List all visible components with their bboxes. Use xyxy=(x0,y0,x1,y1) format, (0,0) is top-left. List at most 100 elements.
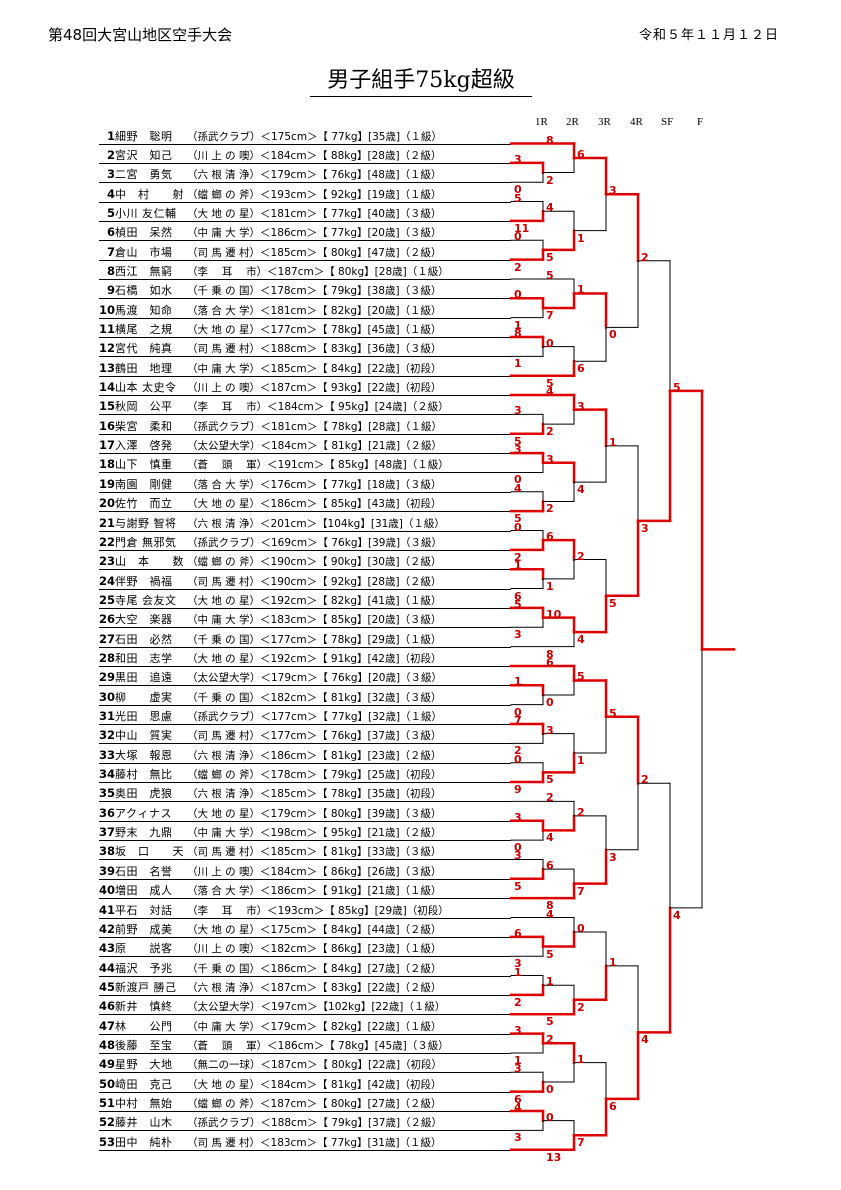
player-row: 17入澤 啓発 （太公望大学）＜184cm＞【 81kg】[21歳]（２級） xyxy=(99,436,511,455)
player-row: 35奥田 虎狼 （六 根 清 浄）＜185cm＞【 78kg】[35歳]（初段） xyxy=(99,784,511,803)
player-name: 田中 純朴 xyxy=(115,1135,173,1149)
player-row: 31光田 思慮 （孫武クラブ）＜177cm＞【 77kg】[32歳]（１級） xyxy=(99,707,511,725)
player-info: （川 上 の 噢）＜182cm＞【 86kg】[23歳]（１級） xyxy=(187,943,442,956)
player-number: 39 xyxy=(99,863,116,878)
match-score: 6 xyxy=(577,362,585,376)
player-info: （蟷 螂 の 斧）＜193cm＞【 92kg】[19歳]（１級） xyxy=(187,188,442,201)
player-number: 46 xyxy=(99,999,116,1014)
match-score: 6 xyxy=(546,530,554,544)
player-number: 8 xyxy=(106,263,115,278)
player-number: 9 xyxy=(106,283,115,298)
match-score: 0 xyxy=(514,473,522,487)
player-name: 佐竹 而立 xyxy=(115,497,173,511)
match-score: 1 xyxy=(514,675,522,689)
player-name: 新渡戸 勝己 xyxy=(115,980,177,994)
player-number: 51 xyxy=(99,1096,116,1110)
match-score: 5 xyxy=(514,512,522,526)
round-header-f: F xyxy=(697,116,704,128)
player-number: 27 xyxy=(99,631,116,646)
player-name: 西江 無窮 xyxy=(115,264,173,278)
match-score: 1 xyxy=(514,1053,522,1067)
match-score: 5 xyxy=(546,250,554,264)
player-name: 和田 志学 xyxy=(115,651,173,665)
match-score: 4 xyxy=(514,481,522,495)
page-title: 男子組手75kg超級 xyxy=(310,62,532,97)
match-score: 1 xyxy=(577,231,585,245)
player-name: 新井 慎終 xyxy=(115,1000,173,1014)
player-row: 20佐竹 而立 （大 地 の 星）＜186cm＞【 85kg】[43歳]（初段） xyxy=(99,494,511,513)
player-name: 石田 必然 xyxy=(115,632,173,646)
player-info: （蟷 螂 の 斧）＜178cm＞【 79kg】[25歳]（初段） xyxy=(187,769,442,782)
player-number: 19 xyxy=(99,476,116,491)
match-score: 2 xyxy=(546,173,554,187)
player-row: 48後藤 至宝 （蒼 頭 軍）＜186cm＞【 78kg】[45歳]（３級） xyxy=(99,1036,511,1054)
player-number: 34 xyxy=(99,767,116,782)
player-row: 15秋岡 公平 （李 耳 市）＜184cm＞【 95kg】[24歳]（２級） xyxy=(99,397,511,416)
player-row: 5小川 友仁輔 （大 地 の 星）＜181cm＞【 77kg】[40歳]（３級） xyxy=(99,204,511,222)
player-number: 23 xyxy=(99,554,116,569)
player-number: 15 xyxy=(99,399,116,414)
player-name: 黒田 追遠 xyxy=(115,671,173,685)
player-info: （千 乗 の 国）＜177cm＞【 78kg】[29歳]（１級） xyxy=(187,633,442,646)
player-number: 53 xyxy=(99,1134,116,1149)
player-name: 小川 友仁輔 xyxy=(115,206,177,220)
match-score: 2 xyxy=(514,995,522,1009)
player-number: 36 xyxy=(99,805,116,820)
match-score: 6 xyxy=(546,859,554,873)
player-info: （蟷 螂 の 斧）＜190cm＞【 90kg】[30歳]（２級） xyxy=(187,556,442,569)
player-row: 38坂 口 天（司 馬 遷 村）＜185cm＞【 81kg】[33歳]（３級） xyxy=(99,842,511,861)
player-info: （千 乗 の 国）＜186cm＞【 84kg】[27歳]（２級） xyxy=(187,962,442,975)
player-info: （司 馬 遷 村）＜188cm＞【 83kg】[36歳]（３級） xyxy=(187,343,442,356)
match-score: 1 xyxy=(577,283,585,297)
player-row: 41平石 対話 （李 耳 市）＜193cm＞【 85kg】[29歳]（初段） xyxy=(99,901,511,919)
player-row: 13鶴田 地理 （中 庸 大 学）＜185cm＞【 84kg】[22歳]（初段） xyxy=(99,359,511,377)
player-info: （司 馬 遷 村）＜183cm＞【 77kg】[31歳]（１級） xyxy=(187,1136,442,1149)
player-row: 52藤井 山木 （孫武クラブ）＜188cm＞【 79kg】[37歳]（２級） xyxy=(99,1113,511,1132)
player-info: （蒼 頭 軍）＜186cm＞【 78kg】[45歳]（３級） xyxy=(187,1039,449,1052)
player-name: 石田 名誉 xyxy=(115,864,173,878)
player-row: 3二宮 勇気 （六 根 清 浄）＜179cm＞【 76kg】[48歳]（１級） xyxy=(99,165,511,184)
player-info: （大 地 の 星）＜177cm＞【 78kg】[45歳]（１級） xyxy=(187,324,442,336)
player-name: 中 村 射 xyxy=(115,187,184,201)
player-row: 8西江 無窮 （李 耳 市）＜187cm＞【 80kg】[28歳]（１級） xyxy=(99,262,511,280)
player-number: 7 xyxy=(106,244,115,259)
match-score: 5 xyxy=(546,947,554,961)
player-info: （千 乗 の 国）＜178cm＞【 79kg】[38歳]（３級） xyxy=(187,285,442,298)
match-score: 1 xyxy=(577,754,585,768)
player-name: 石橋 如水 xyxy=(115,284,173,298)
match-score: 0 xyxy=(546,1110,554,1124)
player-number: 50 xyxy=(99,1076,116,1091)
match-score: 3 xyxy=(546,452,554,466)
player-number: 25 xyxy=(99,592,116,607)
player-row: 46新井 慎終 （太公望大学）＜197cm＞【102kg】[22歳]（１級） xyxy=(99,997,511,1016)
player-row: 6楨田 呆然 （中 庸 大 学）＜186cm＞【 77kg】[20歳]（３級） xyxy=(99,223,511,242)
player-number: 12 xyxy=(99,341,116,356)
player-number: 44 xyxy=(99,960,116,975)
match-score: 2 xyxy=(546,1033,554,1047)
match-score: 0 xyxy=(546,336,554,350)
player-row: 50﨑田 克己 （大 地 の 星）＜184cm＞【 81kg】[42歳]（初段） xyxy=(99,1075,511,1093)
match-score: 3 xyxy=(609,184,617,198)
player-name: 林 公門 xyxy=(115,1019,173,1033)
player-name: 野末 九鼎 xyxy=(115,826,173,840)
match-score: 0 xyxy=(577,922,585,935)
match-score: 0 xyxy=(514,520,522,534)
player-row: 4中 村 射（蟷 螂 の 斧）＜193cm＞【 92kg】[19歳]（１級） xyxy=(99,185,511,203)
player-info: （太公望大学）＜179cm＞【 76kg】[20歳]（３級） xyxy=(187,672,443,685)
player-name: 星野 大地 xyxy=(115,1058,173,1072)
match-score: 4 xyxy=(546,385,554,399)
player-number: 2 xyxy=(106,147,115,162)
player-number: 42 xyxy=(99,921,116,936)
player-number: 43 xyxy=(99,941,116,956)
player-number: 32 xyxy=(99,728,116,743)
player-name: 馬渡 知命 xyxy=(115,303,173,317)
player-row: 49星野 大地 （無二の一球）＜187cm＞【 80kg】[22歳]（初段） xyxy=(99,1055,511,1074)
player-name: 宮代 純真 xyxy=(115,342,173,356)
match-score: 2 xyxy=(514,550,522,564)
player-info: （蟷 螂 の 斧）＜187cm＞【 80kg】[27歳]（２級） xyxy=(187,1098,442,1110)
match-score: 0 xyxy=(514,288,522,302)
player-number: 6 xyxy=(106,225,115,240)
player-name: 大塚 報恩 xyxy=(115,748,173,762)
player-name: 門倉 無邪気 xyxy=(115,535,177,549)
match-score: 0 xyxy=(514,230,522,244)
